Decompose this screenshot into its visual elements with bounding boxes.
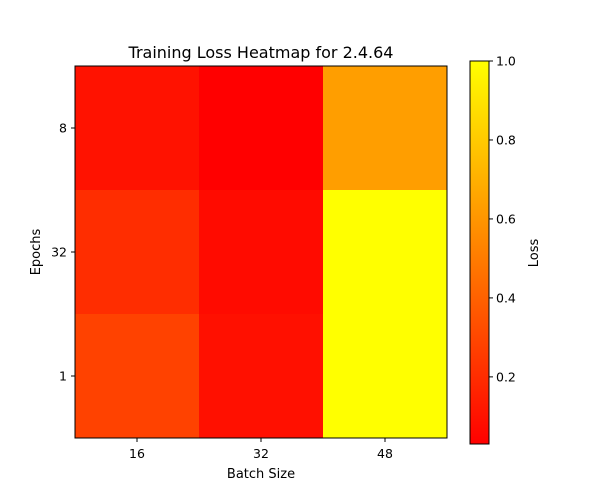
colorbar-label: Loss	[527, 239, 542, 268]
x-axis-ticks: 16 32 48	[129, 438, 393, 461]
heatmap-cell	[199, 314, 324, 439]
y-axis-ticks: 8 32 1	[51, 121, 75, 384]
y-axis-label: Epochs	[29, 228, 44, 275]
heatmap-cell	[323, 190, 448, 315]
y-tick-label: 32	[51, 245, 67, 260]
colorbar-tick-label: 0.4	[496, 290, 516, 305]
colorbar	[469, 60, 490, 445]
colorbar-tick-label: 0.2	[496, 369, 516, 384]
y-tick-label: 1	[59, 369, 67, 384]
heatmap-cell	[323, 66, 448, 191]
colorbar-ticks: 0.2 0.4 0.6 0.8 1.0	[489, 54, 516, 384]
chart-title: Training Loss Heatmap for 2.4.64	[128, 43, 394, 62]
heatmap-cell	[323, 314, 448, 439]
y-tick-label: 8	[59, 121, 67, 136]
x-axis-label: Batch Size	[227, 467, 295, 482]
colorbar-tick-label: 0.8	[496, 132, 516, 147]
x-tick-label: 32	[253, 446, 269, 461]
heatmap-cells	[75, 66, 448, 439]
colorbar-tick-label: 0.6	[496, 211, 516, 226]
heatmap-cell	[75, 66, 200, 191]
x-tick-label: 16	[129, 446, 145, 461]
heatmap-cell	[75, 190, 200, 315]
colorbar-tick-label: 1.0	[496, 54, 516, 69]
heatmap-cell	[75, 314, 200, 439]
x-tick-label: 48	[377, 446, 393, 461]
heatmap-cell	[199, 190, 324, 315]
heatmap-cell	[199, 66, 324, 191]
